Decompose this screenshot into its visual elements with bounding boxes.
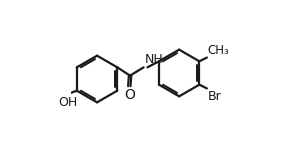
Text: CH₃: CH₃ [207,44,229,57]
Text: O: O [124,88,135,102]
Text: Br: Br [207,90,221,103]
Text: NH: NH [145,53,164,66]
Text: OH: OH [58,95,77,109]
